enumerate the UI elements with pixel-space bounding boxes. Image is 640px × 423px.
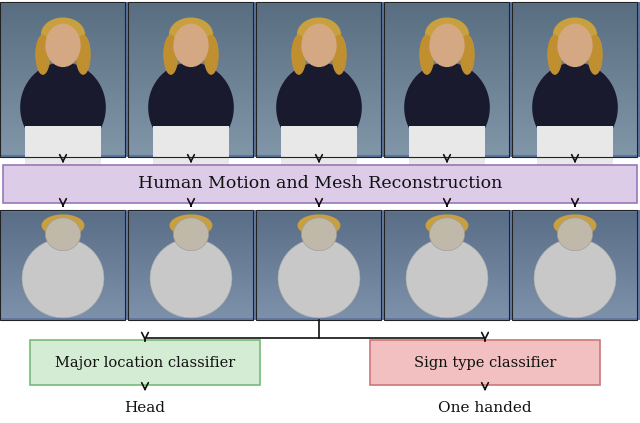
FancyBboxPatch shape bbox=[370, 340, 600, 385]
Bar bbox=[512, 210, 637, 320]
Bar bbox=[128, 210, 253, 320]
Bar bbox=[25, 126, 101, 165]
Bar bbox=[384, 210, 509, 320]
Ellipse shape bbox=[173, 218, 209, 251]
Ellipse shape bbox=[291, 35, 307, 75]
Ellipse shape bbox=[76, 35, 91, 75]
Ellipse shape bbox=[298, 214, 340, 236]
Ellipse shape bbox=[276, 63, 362, 152]
Bar bbox=[384, 2, 509, 157]
Bar bbox=[0, 2, 125, 157]
Ellipse shape bbox=[45, 218, 81, 251]
Ellipse shape bbox=[173, 24, 209, 67]
Bar bbox=[409, 126, 485, 165]
Ellipse shape bbox=[301, 218, 337, 251]
Bar bbox=[153, 126, 229, 165]
Bar bbox=[537, 126, 613, 165]
FancyBboxPatch shape bbox=[30, 340, 260, 385]
Bar bbox=[281, 126, 357, 165]
Ellipse shape bbox=[204, 35, 219, 75]
Ellipse shape bbox=[557, 24, 593, 67]
FancyBboxPatch shape bbox=[3, 165, 637, 203]
Text: Head: Head bbox=[125, 401, 166, 415]
Ellipse shape bbox=[534, 239, 616, 318]
Text: One handed: One handed bbox=[438, 401, 532, 415]
Ellipse shape bbox=[169, 17, 213, 52]
Ellipse shape bbox=[547, 35, 563, 75]
Ellipse shape bbox=[429, 24, 465, 67]
Ellipse shape bbox=[425, 17, 469, 52]
Ellipse shape bbox=[460, 35, 475, 75]
Ellipse shape bbox=[170, 214, 212, 236]
Ellipse shape bbox=[20, 63, 106, 152]
Ellipse shape bbox=[148, 63, 234, 152]
Ellipse shape bbox=[35, 35, 51, 75]
Text: Human Motion and Mesh Reconstruction: Human Motion and Mesh Reconstruction bbox=[138, 176, 502, 192]
Ellipse shape bbox=[406, 239, 488, 318]
Ellipse shape bbox=[278, 239, 360, 318]
Ellipse shape bbox=[41, 17, 85, 52]
Ellipse shape bbox=[557, 218, 593, 251]
Bar bbox=[128, 2, 253, 157]
Ellipse shape bbox=[588, 35, 603, 75]
Ellipse shape bbox=[301, 24, 337, 67]
Ellipse shape bbox=[553, 17, 597, 52]
Ellipse shape bbox=[163, 35, 179, 75]
Text: Sign type classifier: Sign type classifier bbox=[414, 355, 556, 370]
Bar bbox=[256, 210, 381, 320]
Ellipse shape bbox=[297, 17, 341, 52]
Ellipse shape bbox=[45, 24, 81, 67]
Ellipse shape bbox=[22, 239, 104, 318]
Bar bbox=[512, 2, 637, 157]
Ellipse shape bbox=[42, 214, 84, 236]
Ellipse shape bbox=[554, 214, 596, 236]
Bar bbox=[0, 210, 125, 320]
Ellipse shape bbox=[429, 218, 465, 251]
Bar bbox=[256, 2, 381, 157]
Ellipse shape bbox=[404, 63, 490, 152]
Ellipse shape bbox=[150, 239, 232, 318]
Ellipse shape bbox=[332, 35, 347, 75]
Text: Major location classifier: Major location classifier bbox=[55, 355, 235, 370]
Ellipse shape bbox=[419, 35, 435, 75]
Ellipse shape bbox=[532, 63, 618, 152]
Ellipse shape bbox=[426, 214, 468, 236]
